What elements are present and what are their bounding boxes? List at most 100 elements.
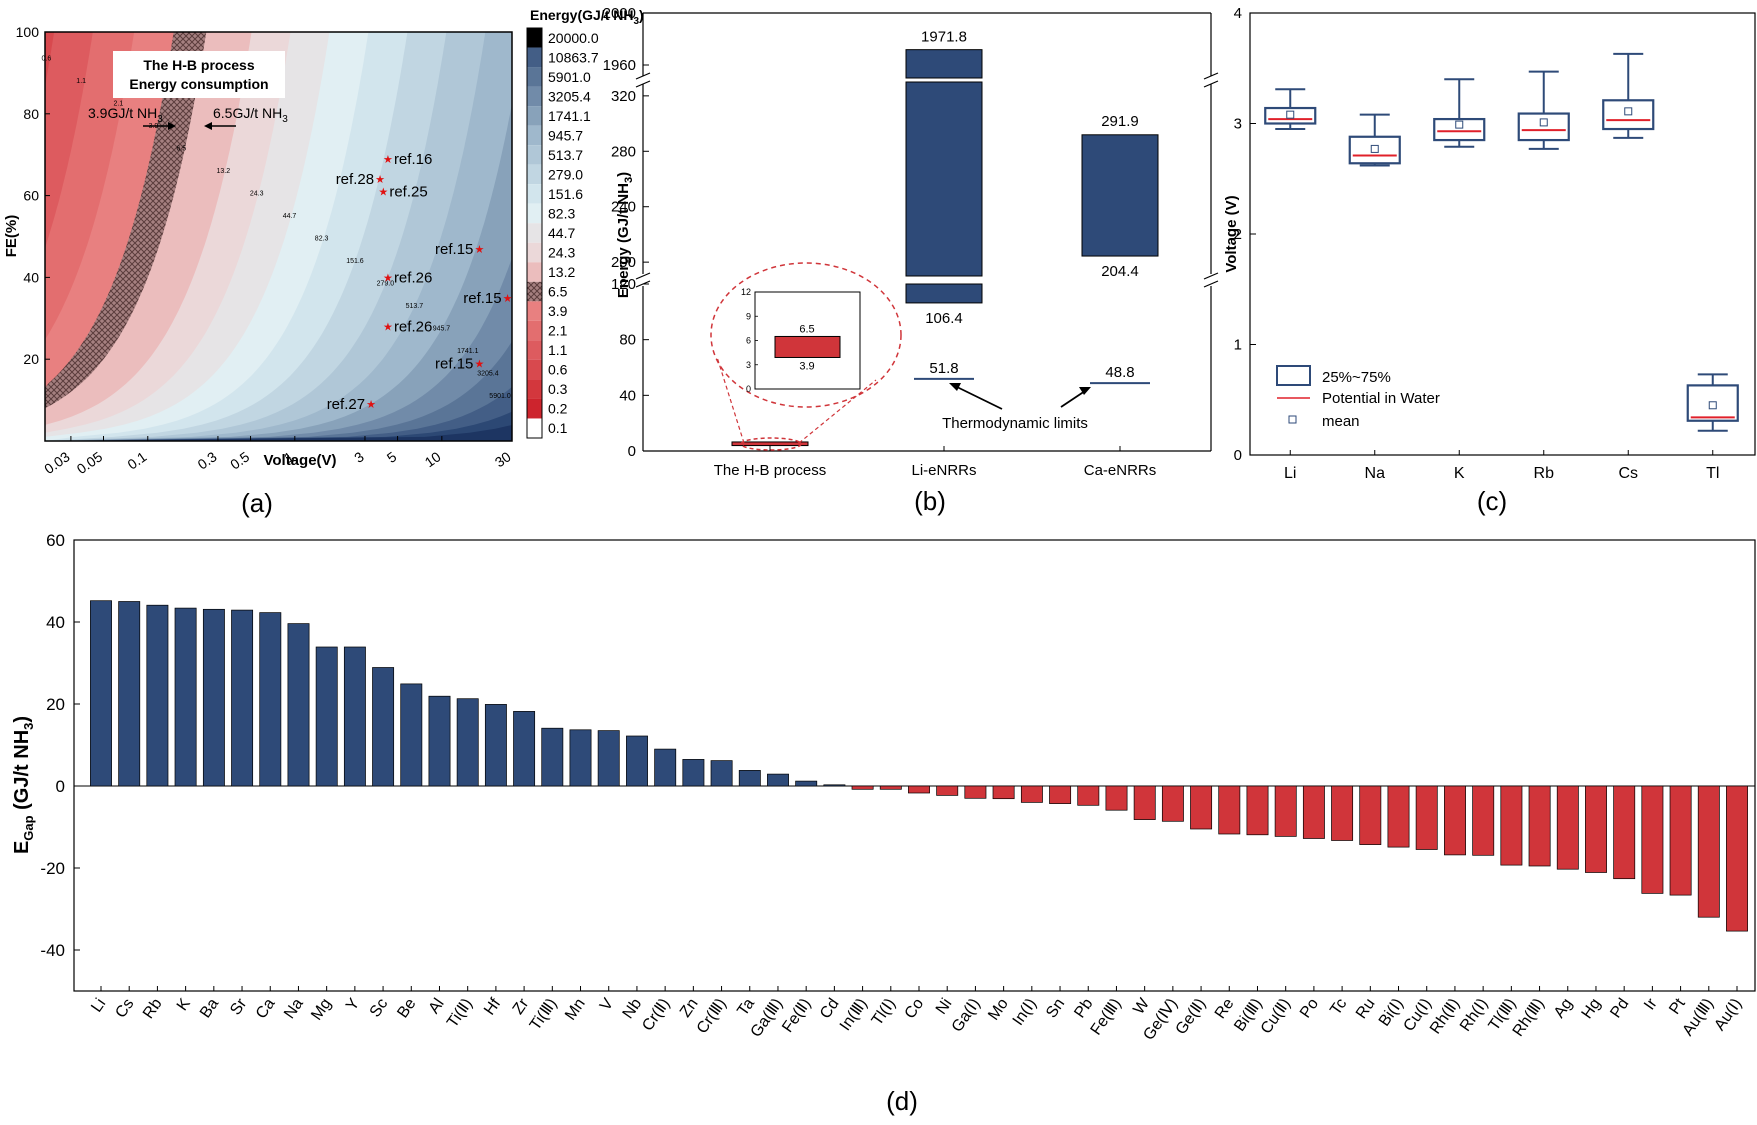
- egap-bar: [879, 785, 902, 790]
- colorbar-label: 24.3: [548, 245, 575, 261]
- panel-b-bars: 1971.8 106.4 291.9 204.4 51.8 48.8: [731, 29, 1159, 447]
- reference-markers: ★ ref.16★ref.28★ ref.25★ref.15★ ref.26★ref.…: [327, 151, 513, 413]
- y-tick-label-c: 0: [1234, 447, 1242, 464]
- contour-label: 279.0: [377, 281, 395, 288]
- contour-label: 5901.0: [489, 393, 511, 400]
- egap-bar: [1133, 785, 1156, 820]
- ref-label: ref.15: [435, 241, 473, 258]
- ref-star: ★: [474, 358, 484, 370]
- egap-bar: [1697, 785, 1720, 918]
- x-category-label-d: Ru: [1353, 996, 1379, 1023]
- x-tick-label-a: 0.5: [227, 448, 252, 472]
- ref-label: ref.28: [336, 171, 374, 188]
- axis-break: [1203, 72, 1219, 80]
- y-axis-label-c: Voltage (V): [1223, 195, 1240, 272]
- egap-bar: [1274, 785, 1297, 837]
- egap-bar: [936, 785, 959, 796]
- x-tick-label-a: 3: [351, 448, 367, 466]
- egap-bar: [992, 785, 1015, 800]
- d-frame: [73, 539, 1756, 992]
- range-label: 1971.8: [921, 29, 967, 46]
- x-tick-label-a: 0.05: [74, 448, 106, 477]
- ref-star: ★: [474, 244, 484, 256]
- inset-zoom: 0 3 6 9 12 6.5 3.9: [710, 262, 902, 451]
- x-category-label-d: Sn: [1043, 996, 1068, 1022]
- egap-bar: [287, 623, 310, 787]
- egap-bar: [315, 646, 338, 787]
- x-category-label-d: Cs: [112, 996, 137, 1022]
- axis-break: [1203, 280, 1219, 288]
- ref-label: ref.27: [327, 396, 365, 413]
- egap-bar: [1528, 785, 1551, 867]
- x-category-label-d: Au(Ⅲ): [1679, 996, 1717, 1040]
- colorbar-label: 1741.1: [548, 108, 591, 124]
- x-category-label-b: The H-B process: [714, 462, 827, 479]
- range-bar-the-h-b-process: [731, 441, 809, 447]
- egap-bar: [597, 730, 620, 787]
- ref-label: ref.15: [463, 290, 501, 307]
- caption-d: (d): [886, 1086, 918, 1116]
- egap-bar: [146, 604, 169, 787]
- y-tick-label-b: 80: [619, 332, 636, 349]
- x-category-label-d: Cd: [817, 996, 843, 1023]
- x-category-label-d: Co: [902, 995, 928, 1022]
- y-tick-label-c: 2: [1234, 226, 1242, 243]
- egap-bar: [372, 667, 395, 787]
- egap-bar: [174, 607, 197, 787]
- contour-label: 1.1: [76, 78, 86, 85]
- box-k: [1433, 117, 1486, 142]
- x-tick-label-a: 0.3: [195, 448, 220, 472]
- egap-bar: [1387, 785, 1410, 848]
- colorbar-swatch: [527, 359, 542, 380]
- box-rb: [1517, 112, 1570, 142]
- title-box-line-2: Energy consumption: [129, 76, 268, 92]
- x-axis-label-a: Voltage(V): [263, 452, 336, 469]
- egap-bar: [1302, 785, 1325, 839]
- box-na: [1348, 135, 1401, 165]
- thermo-arrow-li-head: [949, 383, 961, 391]
- contour-label: 3205.4: [477, 371, 499, 378]
- x-category-label-d: Re: [1212, 995, 1238, 1022]
- egap-bar: [1415, 785, 1438, 850]
- panel-a: 0.6 1.1 2.1 3.9 6.5 13.2 24.3 44.7 82.3 151.6 279.…: [3, 7, 644, 518]
- range-bar-li-segment: [905, 81, 983, 277]
- legend-box-swatch: [1276, 365, 1311, 386]
- x-category-label-d: Zr: [510, 995, 533, 1018]
- inset-tick-label: 12: [741, 287, 751, 297]
- band-annotations: 3.9GJ/t NH3 6.5GJ/t NH3: [88, 105, 288, 130]
- egap-bar: [851, 785, 874, 790]
- x-category-label-d: Pd: [1607, 996, 1632, 1022]
- range-bar-li-segment: [905, 49, 983, 79]
- energy-contour-bands: [45, 32, 512, 441]
- x-category-label-c: Cs: [1618, 465, 1638, 482]
- contour-label: 13.2: [217, 168, 231, 175]
- x-category-label-d: Au(Ⅰ): [1711, 996, 1745, 1034]
- inset-content: 0 3 6 9 12 6.5 3.9: [741, 287, 841, 394]
- colorbar-label: 3205.4: [548, 88, 591, 104]
- x-category-label-d: Rh(Ⅰ): [1457, 996, 1491, 1035]
- ref-star: ★: [383, 154, 393, 166]
- x-category-label-d: Ta: [734, 995, 758, 1019]
- ref-label: ref.16: [394, 151, 432, 168]
- arrow-right-head: [168, 122, 176, 130]
- x-category-label-c: Na: [1365, 465, 1386, 482]
- x-category-label-d: Mo: [985, 995, 1012, 1023]
- x-category-label-d: Tc: [1327, 996, 1350, 1019]
- colorbar-swatch: [527, 86, 542, 107]
- colorbar-swatch: [527, 379, 542, 399]
- inset-range-bar: [774, 335, 841, 358]
- caption-c: (c): [1477, 486, 1507, 516]
- colorbar-title: Energy(GJ/t NH3): [530, 7, 644, 27]
- y-tick-label-b: 2000: [603, 5, 636, 22]
- colorbar-label: 513.7: [548, 147, 583, 163]
- inset-connector-left: [716, 356, 745, 444]
- egap-bar: [343, 646, 366, 787]
- ref-label: ref.15: [435, 355, 473, 372]
- colorbar-swatch: [527, 67, 542, 87]
- range-bar-ca-enrrs: [1081, 134, 1159, 257]
- x-category-label-d: Zn: [677, 996, 702, 1021]
- x-category-label-d: Ga(Ⅰ): [949, 996, 984, 1036]
- y-tick-label-d: 0: [56, 777, 65, 796]
- contour-label: 151.6: [346, 258, 364, 265]
- egap-bar: [456, 698, 479, 787]
